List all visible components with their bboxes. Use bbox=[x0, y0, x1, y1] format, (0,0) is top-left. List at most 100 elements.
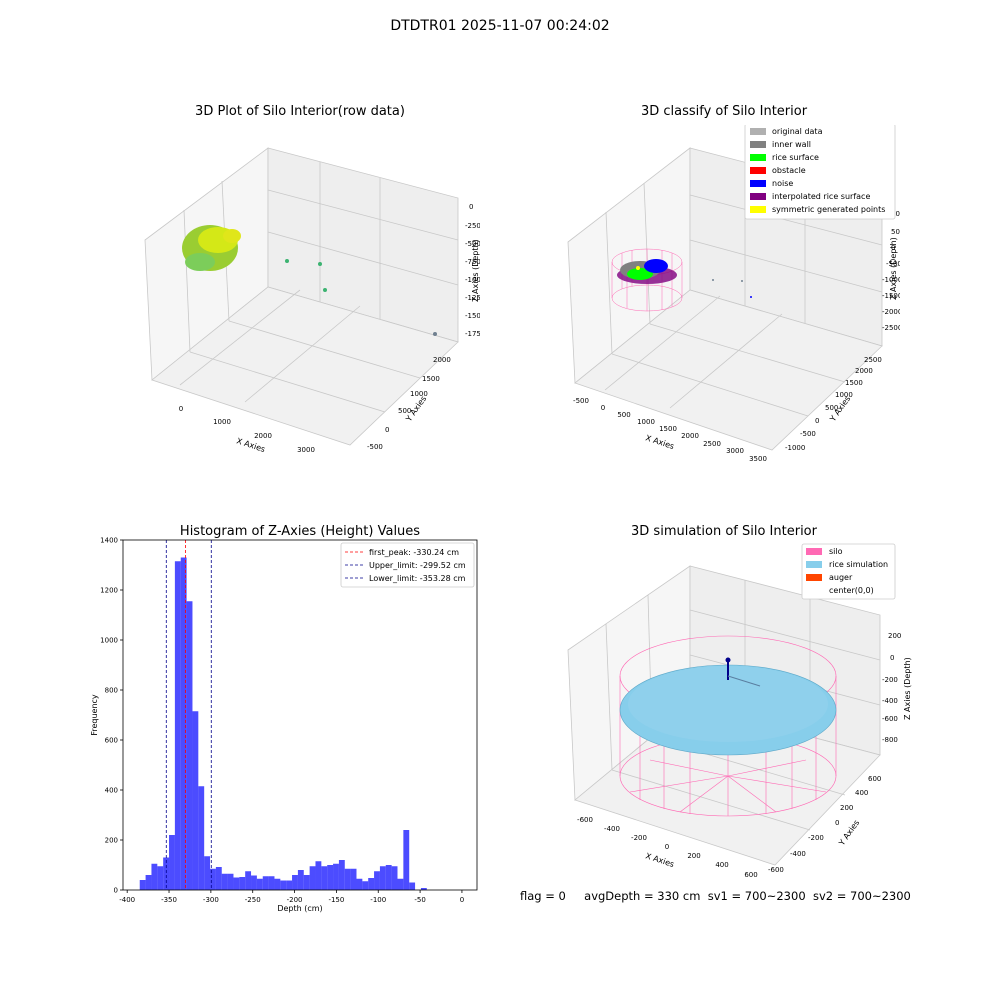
simulation-auger bbox=[725, 657, 761, 687]
figure-title: DTDTR01 2025-11-07 00:24:02 bbox=[390, 18, 610, 34]
legend-swatch-rice-surface bbox=[750, 154, 766, 161]
raw-z-tick: -1750 bbox=[465, 330, 480, 338]
simulation-z-tick: -200 bbox=[882, 676, 898, 684]
legend-label: symmetric generated points bbox=[772, 205, 885, 214]
raw-z-tick: 0 bbox=[469, 203, 473, 211]
raw-x-tick: 3000 bbox=[297, 446, 315, 454]
histogram-bar bbox=[303, 875, 310, 890]
simulation-x-tick: 600 bbox=[744, 871, 757, 879]
simulation-x-tick: -600 bbox=[577, 816, 593, 824]
classify-y-tick: -1000 bbox=[785, 444, 805, 452]
histogram-bar bbox=[338, 860, 345, 890]
classify-z-tick: 1000 bbox=[891, 210, 900, 218]
raw-y-tick: -500 bbox=[367, 443, 383, 451]
legend-swatch-interpolated bbox=[750, 193, 766, 200]
histogram-bar bbox=[350, 868, 357, 890]
histogram-bar bbox=[215, 867, 222, 890]
histogram-y-label: Frequency bbox=[90, 694, 99, 736]
raw-x-tick: 0 bbox=[179, 405, 183, 413]
raw-z-tick: -1000 bbox=[465, 276, 480, 284]
classify-x-tick: 3000 bbox=[726, 447, 744, 455]
raw-3d-box bbox=[144, 147, 459, 446]
histogram-title: Histogram of Z-Axies (Height) Values bbox=[179, 524, 421, 539]
x-tick-label: 0 bbox=[460, 896, 464, 904]
histogram-bar bbox=[139, 880, 146, 890]
histogram-bar bbox=[151, 863, 158, 890]
classify-z-tick: -500 bbox=[886, 260, 900, 268]
histogram-bar bbox=[403, 830, 410, 890]
histogram-y-ticks: 0 200 400 600 800 1000 1200 1400 bbox=[100, 537, 123, 895]
raw-plot-title: 3D Plot of Silo Interior(row data) bbox=[195, 104, 405, 119]
classify-x-label: X Axies bbox=[644, 433, 675, 451]
y-tick-label: 1200 bbox=[100, 587, 118, 595]
histogram-bar bbox=[327, 865, 334, 890]
histogram-bars bbox=[139, 557, 427, 890]
legend-swatch-rice-simulation bbox=[806, 561, 822, 568]
histogram-bar bbox=[221, 873, 228, 890]
simulation-z-label: Z Axies (Depth) bbox=[903, 657, 912, 720]
histogram-bar bbox=[210, 868, 216, 890]
histogram-bar bbox=[239, 877, 246, 890]
x-tick-label: -150 bbox=[328, 896, 344, 904]
histogram-bar bbox=[344, 868, 351, 890]
histogram-bar bbox=[204, 856, 211, 890]
histogram-x-label: Depth (cm) bbox=[277, 904, 322, 913]
raw-z-tick: -750 bbox=[465, 258, 480, 266]
histogram-bar bbox=[362, 881, 369, 890]
raw-x-tick: 1000 bbox=[213, 418, 231, 426]
legend-label: first_peak: -330.24 cm bbox=[369, 548, 459, 557]
x-tick-label: -200 bbox=[287, 896, 303, 904]
raw-3d-plot: 0 1000 2000 3000 X Axies -500 0 500 1000… bbox=[144, 147, 480, 454]
simulation-x-tick: -200 bbox=[631, 834, 647, 842]
classify-x-tick: 2000 bbox=[681, 432, 699, 440]
raw-y-tick: 1000 bbox=[410, 390, 428, 398]
legend-frame bbox=[340, 542, 475, 588]
simulation-z-tick: 200 bbox=[888, 632, 901, 640]
classify-x-tick: -500 bbox=[573, 397, 589, 405]
classify-x-tick: 0 bbox=[601, 404, 605, 412]
y-tick-label: 800 bbox=[105, 687, 118, 695]
raw-z-tick: -1500 bbox=[465, 312, 480, 320]
simulation-y-tick: -200 bbox=[808, 834, 824, 842]
classify-y-tick: 2500 bbox=[864, 356, 882, 364]
histogram-bar bbox=[356, 878, 363, 890]
y-tick-label: 0 bbox=[114, 887, 118, 895]
histogram-bar bbox=[385, 865, 392, 890]
simulation-rice-surface bbox=[619, 664, 837, 756]
histogram-bar bbox=[198, 786, 205, 890]
simulation-x-tick: 200 bbox=[687, 852, 700, 860]
legend-label: obstacle bbox=[772, 166, 806, 175]
y-tick-label: 1400 bbox=[100, 537, 118, 545]
simulation-z-tick: -400 bbox=[882, 697, 898, 705]
classify-y-tick: 1000 bbox=[835, 391, 853, 399]
classify-x-tick: 1000 bbox=[637, 418, 655, 426]
raw-y-tick: 2000 bbox=[433, 356, 451, 364]
classify-point-cloud bbox=[617, 259, 752, 298]
histogram-bar bbox=[309, 866, 316, 890]
histogram-bar bbox=[262, 876, 269, 890]
histogram-bar bbox=[409, 882, 416, 890]
histogram-bar bbox=[397, 878, 404, 890]
histogram-bar bbox=[245, 871, 252, 890]
simulation-x-tick: -400 bbox=[604, 825, 620, 833]
histogram-bar bbox=[256, 878, 263, 890]
histogram-axes-frame bbox=[122, 539, 478, 891]
simulation-y-label: Y Axies bbox=[837, 818, 862, 848]
raw-z-tick: -1250 bbox=[465, 294, 480, 302]
histogram-reference-lines bbox=[165, 540, 212, 890]
x-tick-label: -350 bbox=[161, 896, 177, 904]
raw-x-tick: 2000 bbox=[254, 432, 272, 440]
classify-z-tick: -1000 bbox=[882, 276, 900, 284]
histogram-bar bbox=[321, 866, 328, 890]
raw-point-cloud bbox=[182, 225, 437, 336]
histogram-bar bbox=[315, 861, 322, 890]
histogram-bar bbox=[391, 866, 398, 890]
legend-label: noise bbox=[772, 179, 793, 188]
histogram-bar bbox=[292, 875, 298, 890]
y-tick-label: 200 bbox=[105, 837, 118, 845]
classify-y-tick: -500 bbox=[800, 430, 816, 438]
histogram-x-ticks: -400 -350 -300 -250 -200 -150 -100 -50 0 bbox=[119, 890, 464, 904]
histogram-bar bbox=[280, 880, 287, 890]
legend-label: original data bbox=[772, 127, 823, 136]
histogram-bar bbox=[420, 888, 427, 890]
